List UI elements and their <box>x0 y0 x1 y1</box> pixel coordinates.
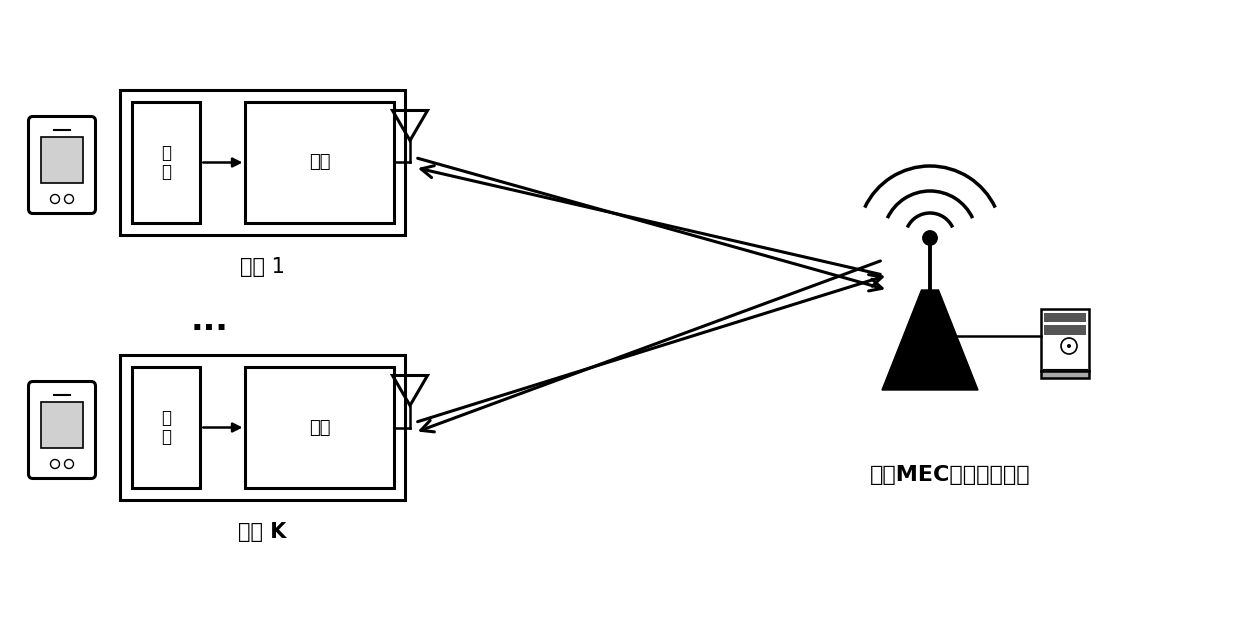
Circle shape <box>51 460 60 468</box>
Circle shape <box>51 195 60 204</box>
Bar <box>1042 371 1089 378</box>
Text: 卸载: 卸载 <box>309 419 330 436</box>
Circle shape <box>64 195 73 204</box>
Text: 任
务: 任 务 <box>161 144 171 181</box>
Bar <box>41 137 83 182</box>
Circle shape <box>64 460 73 468</box>
Circle shape <box>1066 344 1071 348</box>
FancyBboxPatch shape <box>29 381 95 479</box>
Text: 卸载: 卸载 <box>309 154 330 172</box>
Bar <box>1044 325 1086 335</box>
Bar <box>1044 313 1086 323</box>
Text: 用户 K: 用户 K <box>238 522 286 542</box>
Text: 配备MEC服务器的基站: 配备MEC服务器的基站 <box>869 465 1030 485</box>
Bar <box>1042 309 1089 371</box>
Bar <box>120 355 405 500</box>
FancyBboxPatch shape <box>29 116 95 214</box>
Text: 用户 1: 用户 1 <box>241 257 285 277</box>
Text: ···: ··· <box>191 314 229 346</box>
Bar <box>246 367 393 488</box>
Bar <box>246 102 393 223</box>
Bar <box>41 402 83 447</box>
Polygon shape <box>882 290 978 390</box>
Text: 任
务: 任 务 <box>161 409 171 446</box>
Bar <box>120 90 405 235</box>
Bar <box>131 102 201 223</box>
Circle shape <box>923 231 937 245</box>
Bar <box>131 367 201 488</box>
Circle shape <box>1061 338 1078 354</box>
